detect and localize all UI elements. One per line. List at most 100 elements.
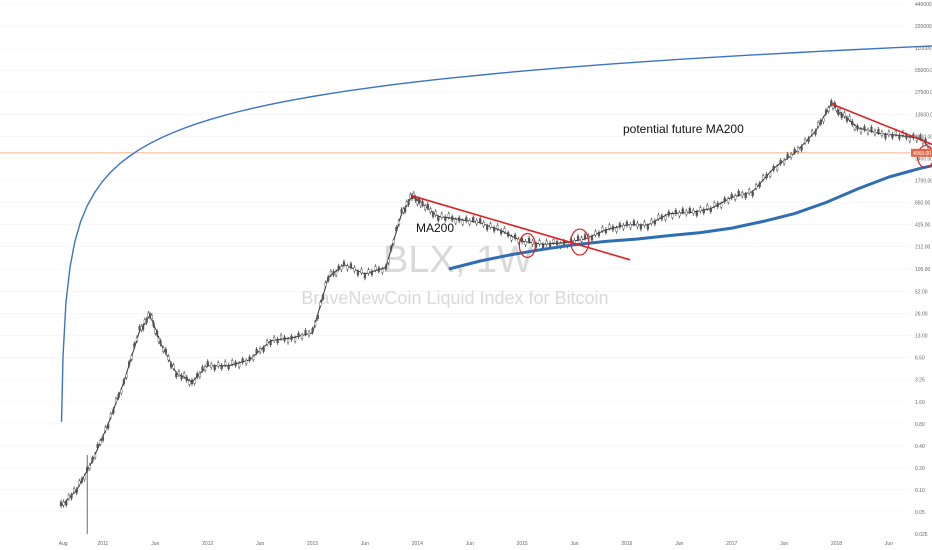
candle-body — [548, 242, 552, 247]
candle-body — [130, 355, 133, 360]
circles-layer — [518, 145, 932, 259]
candle-body — [175, 373, 178, 378]
candle-body — [776, 166, 779, 171]
y-tick-label: 27500.00 — [915, 90, 932, 96]
candle-body — [845, 117, 849, 122]
candle-body — [210, 363, 213, 368]
candle-body — [674, 210, 677, 215]
candle-body — [434, 211, 437, 216]
y-tick-label: 52.00 — [915, 289, 928, 295]
candle-body — [709, 207, 712, 212]
candles-layer — [59, 98, 932, 534]
candle-body — [790, 153, 793, 158]
candle-body — [685, 210, 688, 215]
candle-body — [203, 366, 207, 371]
candle-body — [905, 134, 908, 139]
candle-body — [779, 160, 782, 165]
candle-body — [796, 147, 800, 152]
candle-body — [400, 209, 403, 214]
candle-body — [650, 219, 653, 224]
candle-body — [107, 424, 110, 429]
candle-body — [521, 238, 524, 243]
current-price-tag-label: 4065.00 — [913, 151, 931, 157]
candle-body — [231, 360, 234, 365]
candle-body — [409, 194, 412, 199]
candle-body — [475, 220, 478, 225]
candle-body — [765, 174, 768, 179]
candle-body — [741, 192, 744, 197]
candle-body — [342, 261, 346, 266]
candle-body — [807, 137, 810, 142]
candle-body — [837, 110, 840, 115]
candle-body — [407, 200, 410, 205]
candle-body — [468, 220, 471, 225]
candle-body — [266, 340, 269, 345]
candle-body — [898, 134, 901, 139]
candle-body — [762, 175, 765, 180]
candle-body — [580, 237, 583, 242]
candle-body — [604, 229, 608, 234]
candle-body — [431, 212, 435, 217]
x-tick-label: Jun — [151, 541, 159, 547]
candle-body — [887, 131, 891, 136]
candle-body — [716, 202, 719, 207]
y-tick-label: 110000.00 — [915, 46, 932, 52]
y-tick-label: 212.00 — [915, 245, 931, 251]
trendlines-layer — [411, 103, 932, 261]
candle-body — [755, 184, 758, 189]
candle-body — [93, 453, 97, 458]
x-tick-label: Jun — [361, 541, 369, 547]
candle-body — [180, 375, 183, 380]
candle-body — [67, 494, 70, 499]
candle-body — [159, 340, 162, 345]
y-tick-label: 26.00 — [915, 311, 928, 317]
candle-body — [632, 220, 636, 225]
candle-body — [154, 329, 157, 334]
candle-body — [227, 364, 230, 369]
candle-body — [59, 501, 63, 506]
x-tick-label: 2012 — [202, 541, 213, 547]
candle-body — [300, 334, 304, 339]
candle-body — [297, 333, 300, 338]
y-tick-label: 6800.00 — [915, 134, 932, 140]
candle-body — [894, 130, 898, 135]
candle-body — [629, 224, 632, 229]
candle-body — [667, 211, 670, 216]
candle-body — [91, 457, 94, 462]
y-axis: 440000.00 220000.00 110000.00 55000.00 27500… — [911, 2, 932, 538]
candle-body — [601, 226, 604, 231]
candle-body — [695, 211, 698, 216]
x-tick-label: 2016 — [621, 541, 632, 547]
annotation-ma200: MA200 — [416, 221, 454, 235]
highlight-circle — [570, 228, 590, 256]
candle-body — [817, 122, 820, 127]
candle-body — [201, 366, 204, 371]
candle-body — [405, 201, 408, 206]
candle-body — [335, 271, 338, 276]
candle-body — [72, 488, 76, 493]
candle-body — [622, 224, 625, 229]
candle-body — [234, 361, 237, 366]
candle-body — [259, 348, 262, 353]
candle-body — [748, 189, 751, 194]
candle-body — [870, 127, 873, 132]
candle-body — [99, 440, 102, 445]
x-tick-label: 2011 — [98, 541, 109, 547]
y-tick-label: 440000.00 — [915, 2, 932, 8]
watermark-name: BraveNewCoin Liquid Index for Bitcoin — [301, 288, 608, 308]
candle-body — [367, 269, 370, 274]
candle-body — [510, 236, 513, 241]
candle-body — [196, 373, 199, 378]
trendline-2014 — [411, 195, 631, 261]
candle-body — [241, 358, 244, 363]
candle-body — [416, 200, 419, 205]
candle-body — [458, 217, 461, 222]
candle-body — [346, 265, 349, 270]
candle-body — [737, 191, 740, 196]
candle-body — [147, 312, 150, 317]
candle-body — [293, 337, 297, 342]
candle-body — [304, 330, 307, 335]
candle-body — [699, 207, 702, 212]
candle-body — [835, 106, 838, 111]
candle-body — [524, 241, 527, 246]
